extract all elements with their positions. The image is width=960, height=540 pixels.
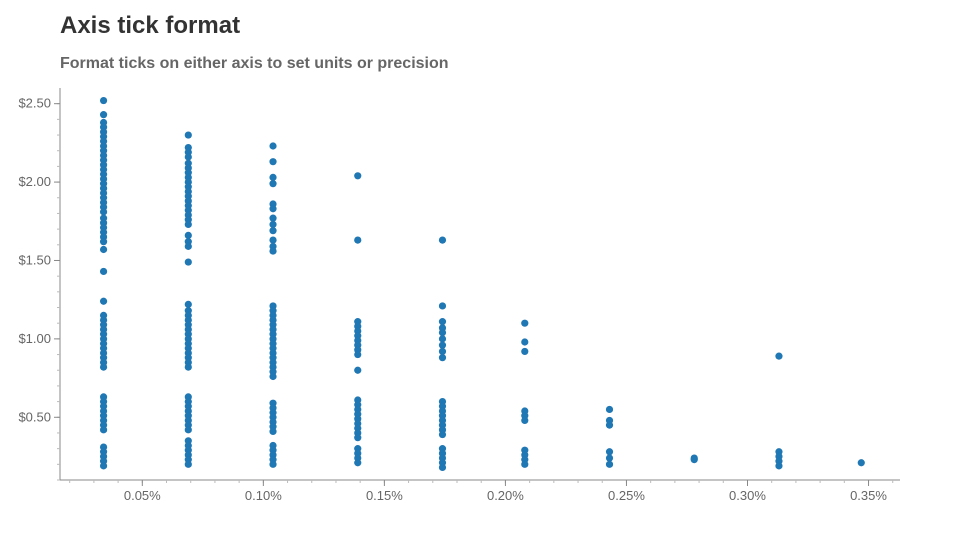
data-point (438, 302, 447, 310)
data-point (438, 341, 447, 349)
data-point (99, 426, 108, 434)
x-tick-label: 0.05% (124, 488, 161, 503)
data-point (269, 460, 277, 468)
x-axis: 0.05% 0.10% 0.15% 0.20% 0.25% 0.30% 0.35% (60, 479, 900, 503)
y-tick-label: $1.50 (18, 252, 51, 267)
points-layer (99, 96, 865, 472)
data-point (269, 180, 277, 188)
data-point (184, 363, 192, 371)
data-point (269, 372, 277, 381)
x-tick-label: 0.25% (608, 488, 645, 503)
x-tick-label: 0.20% (487, 488, 524, 503)
data-point (269, 236, 277, 244)
data-point (521, 319, 529, 327)
data-point (184, 426, 192, 434)
data-point (521, 338, 529, 346)
data-point (99, 111, 108, 119)
data-point (269, 205, 277, 213)
data-point (438, 463, 447, 472)
x-tick-label: 0.15% (366, 488, 403, 503)
data-point (184, 153, 192, 161)
data-point (99, 208, 108, 216)
data-point (184, 300, 192, 308)
data-point (438, 335, 447, 343)
x-tick-label: 0.30% (729, 488, 766, 503)
data-point (184, 131, 192, 139)
y-tick-label: $1.00 (18, 331, 51, 346)
data-point (99, 96, 108, 105)
data-point (184, 242, 192, 250)
data-point (438, 236, 447, 244)
data-point (354, 366, 362, 374)
y-tick-label: $2.50 (18, 96, 51, 111)
data-point (521, 416, 529, 425)
data-point (184, 258, 192, 266)
data-point (184, 220, 192, 229)
data-point (269, 142, 277, 150)
data-point (269, 158, 277, 166)
data-point (438, 347, 447, 356)
data-point (269, 173, 277, 181)
chart-title: Axis tick format (60, 12, 241, 39)
data-point (269, 427, 277, 435)
data-point (184, 460, 192, 468)
chart-subtitle: Format ticks on either axis to set units… (60, 55, 449, 72)
data-point (354, 434, 362, 442)
data-point (184, 231, 192, 239)
y-axis: $0.50 $1.00 $1.50 $2.00 $2.50 (18, 88, 61, 481)
data-point (605, 460, 614, 468)
x-tick-label: 0.35% (850, 488, 887, 503)
data-point (99, 267, 108, 276)
data-point (438, 329, 447, 337)
data-point (438, 318, 447, 326)
data-point (775, 462, 783, 470)
data-point (354, 236, 362, 244)
data-point (690, 456, 698, 464)
data-point (605, 405, 614, 414)
data-point (438, 354, 447, 362)
x-tick-label: 0.10% (245, 488, 282, 503)
data-point (438, 430, 447, 439)
data-point (269, 214, 277, 222)
data-point (269, 227, 277, 235)
data-point (269, 220, 277, 229)
data-point (354, 350, 362, 359)
data-point (99, 297, 108, 305)
data-point (605, 421, 614, 429)
data-point (99, 245, 108, 254)
data-point (605, 454, 614, 462)
data-point (99, 462, 108, 470)
y-tick-label: $0.50 (18, 409, 51, 424)
data-point (354, 172, 362, 180)
data-point (99, 363, 108, 371)
data-point (521, 460, 529, 468)
data-point (99, 238, 108, 246)
data-point (605, 448, 614, 456)
data-point (354, 459, 362, 467)
y-tick-label: $2.00 (18, 174, 51, 189)
data-point (775, 352, 783, 360)
data-point (857, 459, 865, 467)
data-point (269, 247, 277, 255)
data-point (521, 347, 529, 356)
